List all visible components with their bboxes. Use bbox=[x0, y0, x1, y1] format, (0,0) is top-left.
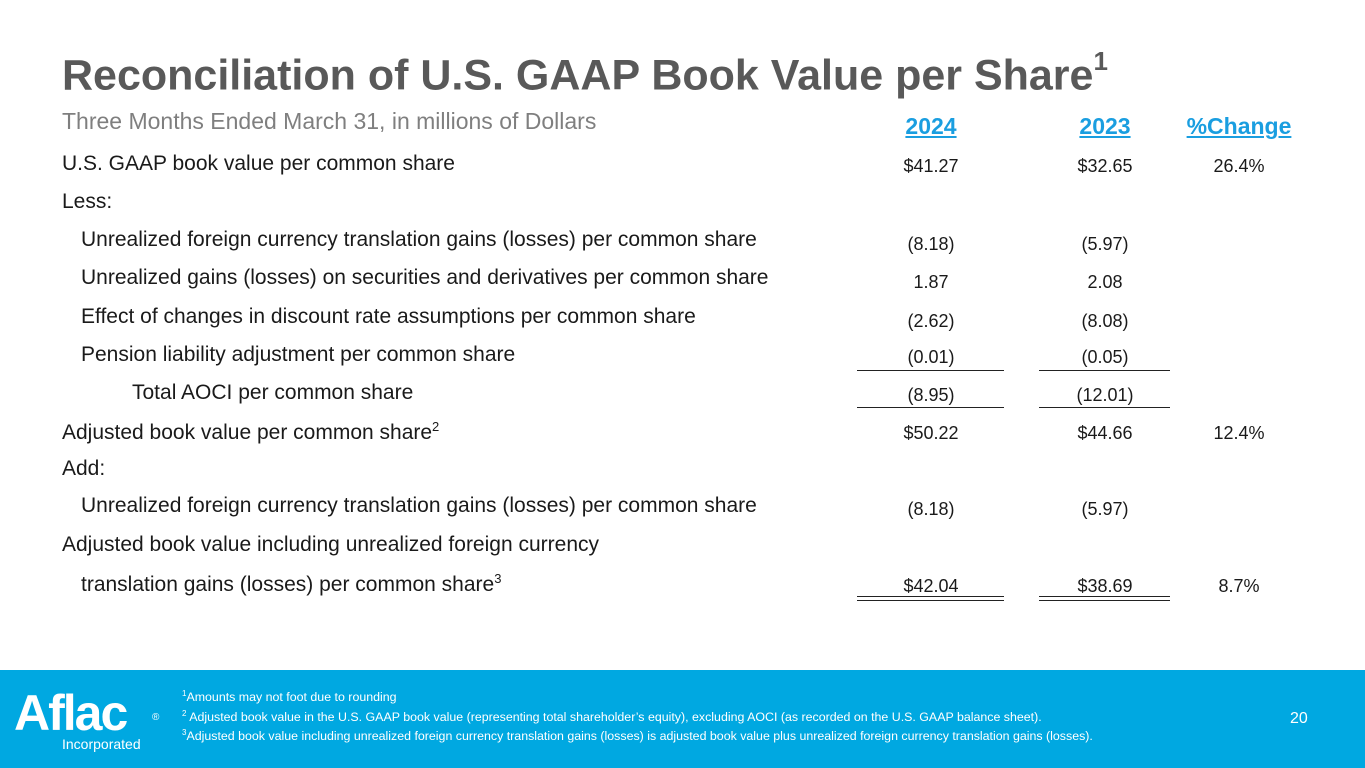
value-2024: $41.27 bbox=[903, 156, 959, 176]
row-label: Adjusted book value per common share2 bbox=[62, 419, 440, 444]
registered-mark: ® bbox=[152, 712, 160, 723]
value-2023: $38.69 bbox=[1077, 576, 1133, 596]
footnote-2: 2 Adjusted book value in the U.S. GAAP b… bbox=[182, 708, 1042, 724]
value-2023: 2.08 bbox=[1087, 272, 1123, 292]
value-2024: (2.62) bbox=[907, 311, 955, 331]
value-2023: $44.66 bbox=[1077, 423, 1133, 443]
footnote-1: 1Amounts may not foot due to rounding bbox=[182, 689, 397, 705]
table-row-discount-rate: Effect of changes in discount rate assum… bbox=[0, 305, 1365, 343]
value-2024: (0.01) bbox=[907, 347, 955, 367]
column-header-2024: 2024 bbox=[905, 113, 957, 139]
row-label: U.S. GAAP book value per common share bbox=[62, 152, 455, 175]
footer-bar: Aflac ® Incorporated 1Amounts may not fo… bbox=[0, 670, 1365, 768]
table-row-fx-translation: Unrealized foreign currency translation … bbox=[0, 228, 1365, 266]
page-number: 20 bbox=[1290, 710, 1308, 727]
page-title: Reconciliation of U.S. GAAP Book Value p… bbox=[62, 46, 1108, 100]
row-label: Effect of changes in discount rate assum… bbox=[81, 305, 696, 328]
value-pct-change: 12.4% bbox=[1213, 423, 1265, 443]
table-row-gaap-book-value: U.S. GAAP book value per common share $4… bbox=[0, 152, 1365, 190]
value-2024: $50.22 bbox=[903, 423, 959, 443]
row-label: Unrealized foreign currency translation … bbox=[81, 494, 757, 517]
value-2023: (5.97) bbox=[1081, 234, 1129, 254]
table-row-less: Less: bbox=[0, 190, 1365, 228]
total-rule-2023 bbox=[1039, 407, 1170, 408]
value-2023: $32.65 bbox=[1077, 156, 1133, 176]
value-2023: (12.01) bbox=[1076, 385, 1134, 405]
total-rule-2024 bbox=[857, 407, 1004, 408]
value-2024: 1.87 bbox=[913, 272, 949, 292]
value-2023: (5.97) bbox=[1081, 499, 1129, 519]
value-2023: (0.05) bbox=[1081, 347, 1129, 367]
table-row-pension: Pension liability adjustment per common … bbox=[0, 343, 1365, 381]
row-label: Unrealized foreign currency translation … bbox=[81, 228, 757, 251]
footnote-3: 3Adjusted book value including unrealize… bbox=[182, 728, 1093, 744]
table-row-fx-translation-add: Unrealized foreign currency translation … bbox=[0, 494, 1365, 532]
value-2024: (8.18) bbox=[907, 499, 955, 519]
value-2024: (8.18) bbox=[907, 234, 955, 254]
value-2024: $42.04 bbox=[903, 576, 959, 596]
value-pct-change: 26.4% bbox=[1213, 156, 1265, 176]
subtotal-rule-2024 bbox=[857, 370, 1004, 371]
value-2024: (8.95) bbox=[907, 385, 955, 405]
row-label: Less: bbox=[62, 190, 113, 213]
grand-total-double-rule-2023 bbox=[1039, 596, 1170, 601]
value-2023: (8.08) bbox=[1081, 311, 1129, 331]
table-row-securities: Unrealized gains (losses) on securities … bbox=[0, 266, 1365, 304]
column-header-2023: 2023 bbox=[1079, 113, 1131, 139]
aflac-logo: Aflac ® Incorporated bbox=[14, 684, 164, 754]
footnotes: 1Amounts may not foot due to rounding 2 … bbox=[182, 686, 1182, 745]
grand-total-double-rule-2024 bbox=[857, 596, 1004, 601]
column-header-pct-change: %Change bbox=[1186, 113, 1292, 139]
row-label: Add: bbox=[62, 457, 106, 480]
row-label: translation gains (losses) per common sh… bbox=[81, 571, 502, 596]
logo-subtitle: Incorporated bbox=[62, 736, 141, 752]
table-row-total-aoci: Total AOCI per common share (8.95) (12.0… bbox=[0, 381, 1365, 419]
subtotal-rule-2023 bbox=[1039, 370, 1170, 371]
row-label: Unrealized gains (losses) on securities … bbox=[81, 266, 769, 289]
logo-wordmark: Aflac bbox=[14, 685, 128, 741]
row-label: Total AOCI per common share bbox=[132, 381, 414, 404]
row-label: Adjusted book value including unrealized… bbox=[62, 533, 599, 556]
page-subtitle: Three Months Ended March 31, in millions… bbox=[62, 108, 597, 134]
row-label: Pension liability adjustment per common … bbox=[81, 343, 516, 366]
table-row-adjusted-incl-fx: translation gains (losses) per common sh… bbox=[0, 571, 1365, 609]
table-row-adjusted-incl-fx-line1: Adjusted book value including unrealized… bbox=[0, 533, 1365, 571]
value-pct-change: 8.7% bbox=[1218, 576, 1260, 596]
table-row-add: Add: bbox=[0, 457, 1365, 495]
table-row-adjusted-book-value: Adjusted book value per common share2 $5… bbox=[0, 419, 1365, 457]
